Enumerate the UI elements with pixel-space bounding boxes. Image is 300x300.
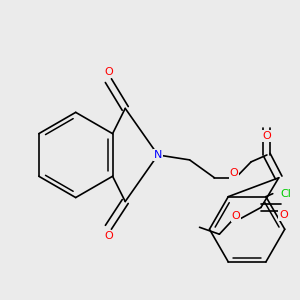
Text: Cl: Cl — [280, 189, 291, 199]
Text: O: O — [230, 168, 239, 178]
Text: O: O — [262, 130, 271, 141]
Text: N: N — [154, 150, 162, 160]
Text: O: O — [232, 212, 241, 221]
Text: O: O — [104, 231, 113, 241]
Text: O: O — [104, 67, 113, 77]
Text: O: O — [279, 210, 288, 220]
